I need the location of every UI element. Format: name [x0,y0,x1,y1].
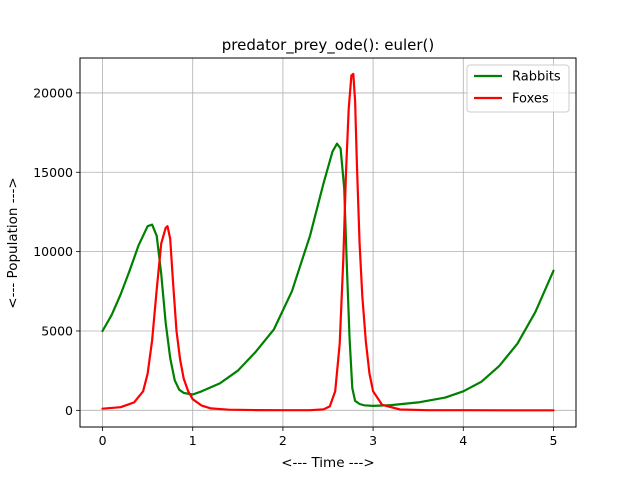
y-tick-label: 15000 [33,165,73,180]
x-axis-label: <--- Time ---> [281,455,374,471]
x-tick-label: 2 [279,433,287,448]
y-tick-label: 20000 [33,85,73,100]
series-lines [101,72,555,412]
y-tick-label: 0 [65,403,73,418]
x-tick-label: 5 [549,433,557,448]
legend: Rabbits Foxes [466,64,570,113]
x-tick-label: 3 [369,433,377,448]
axis-ticks: 0 1 2 3 4 5 0 5000 10000 15000 20000 [33,85,557,448]
y-tick-label: 5000 [41,323,73,338]
x-tick-label: 0 [99,433,107,448]
x-tick-label: 1 [189,433,197,448]
x-tick-label: 4 [459,433,467,448]
series-line-foxes [101,72,555,412]
legend-label-rabbits: Rabbits [512,70,561,85]
series-line-rabbits [101,142,555,407]
y-axis-label: <--- Population ---> [5,177,21,308]
chart-title: predator_prey_ode(): euler() [222,36,434,55]
y-tick-label: 10000 [33,244,73,259]
plot-area-frame [79,57,577,428]
legend-label-foxes: Foxes [512,92,549,107]
